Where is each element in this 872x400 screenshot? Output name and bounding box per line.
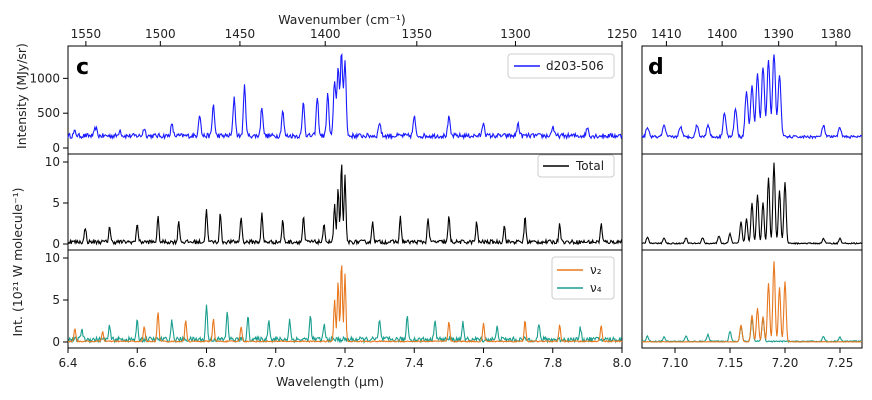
series-line-total — [67, 164, 623, 246]
y-tick-label: 500 — [37, 106, 60, 120]
legend-modes: ν₂ ν₄ — [551, 256, 615, 300]
panel-d-frame — [641, 45, 863, 349]
y-label-int: Int. (10²¹ W molecule⁻¹) — [10, 188, 25, 337]
panel-d-row-intensity — [641, 54, 863, 140]
legend-label-nu4: ν₄ — [590, 281, 602, 295]
zoom-bottom-tick-label: 7.25 — [827, 356, 854, 370]
zoom-bottom-tick-label: 7.20 — [772, 356, 799, 370]
panel-d-row-total — [641, 162, 862, 245]
y-tick-label: 10 — [45, 155, 60, 169]
panel-letter-c: c — [76, 55, 89, 80]
zoom-line-nu4 — [641, 317, 863, 344]
zoom-line-nu2 — [641, 261, 863, 343]
zoom-top-tick-label: 1380 — [821, 27, 852, 41]
top-tick-label: 1550 — [71, 27, 102, 41]
zoom-bottom-tick-label: 7.15 — [717, 356, 744, 370]
series-line-nu2 — [67, 265, 623, 344]
bottom-tick-label: 7.0 — [266, 356, 285, 370]
top-tick-label: 1400 — [310, 27, 341, 41]
bottom-tick-label: 6.8 — [197, 356, 216, 370]
panel-c-row-intensity — [67, 52, 623, 141]
y-label-intensity: Intensity (MJy/sr) — [14, 43, 29, 149]
panel-letter-d: d — [648, 55, 664, 80]
panel-c-row-modes — [67, 265, 623, 345]
zoom-top-tick-label: 1390 — [763, 27, 794, 41]
y-tick-label: 5 — [52, 293, 60, 307]
y-tick-label: 0 — [52, 237, 60, 251]
y-tick-label: 10 — [45, 251, 60, 265]
legend-total: Total — [537, 154, 615, 178]
x-label-bottom: Wavelength (µm) — [276, 374, 384, 389]
top-tick-label: 1500 — [145, 27, 176, 41]
legend-label-nu2: ν₂ — [590, 263, 602, 277]
zoom-bottom-tick-label: 7.10 — [662, 356, 689, 370]
zoom-top-tick-label: 1410 — [651, 27, 682, 41]
x-label-top: Wavenumber (cm⁻¹) — [278, 12, 405, 27]
top-tick-label: 1250 — [607, 27, 638, 41]
y-tick-label: 1000 — [29, 71, 60, 85]
panel-c-row-total — [67, 164, 623, 246]
panel-c-frame — [67, 45, 623, 349]
legend-label-d203: d203-506 — [546, 59, 604, 73]
bottom-tick-label: 7.4 — [405, 356, 424, 370]
top-tick-label: 1450 — [225, 27, 256, 41]
y-tick-label: 5 — [52, 196, 60, 210]
legend-d203-506: d203-506 — [507, 53, 615, 79]
legend-label-total: Total — [575, 159, 604, 173]
bottom-tick-label: 8.0 — [612, 356, 631, 370]
series-line-nu4 — [67, 304, 623, 345]
bottom-tick-label: 7.6 — [474, 356, 493, 370]
y-tick-label: 0 — [52, 141, 60, 155]
zoom-line-d203-506 — [641, 54, 863, 140]
bottom-tick-label: 7.2 — [335, 356, 354, 370]
series-line-d203-506 — [67, 52, 623, 141]
panel-d-row-modes — [641, 261, 863, 344]
zoom-top-tick-label: 1400 — [707, 27, 738, 41]
zoom-line-total — [641, 162, 862, 245]
bottom-tick-label: 7.8 — [543, 356, 562, 370]
bottom-tick-label: 6.6 — [128, 356, 147, 370]
y-tick-label: 0 — [52, 335, 60, 349]
top-tick-label: 1300 — [500, 27, 531, 41]
top-tick-label: 1350 — [402, 27, 433, 41]
bottom-tick-label: 6.4 — [58, 356, 77, 370]
